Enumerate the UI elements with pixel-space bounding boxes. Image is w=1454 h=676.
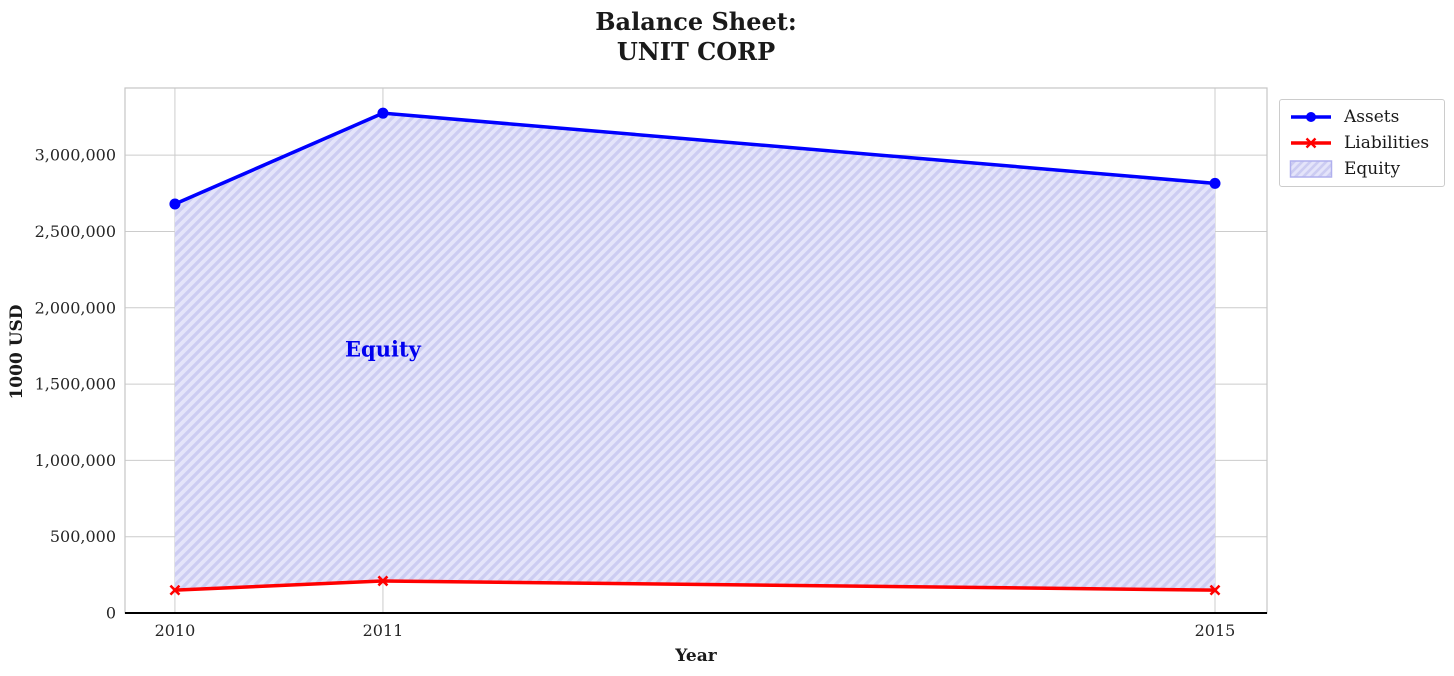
- legend-label-equity: Equity: [1344, 159, 1401, 179]
- chart-title-line-1: Balance Sheet:: [595, 7, 797, 36]
- legend-item-assets: Assets: [1289, 104, 1435, 130]
- x-tick-label: 2011: [363, 621, 404, 640]
- assets-marker: [1209, 177, 1221, 189]
- y-tick-label: 500,000: [50, 527, 116, 546]
- assets-marker: [377, 107, 389, 119]
- equity-hatch-swatch: [1289, 160, 1333, 178]
- assets-marker: [169, 198, 181, 210]
- equity-annotation: Equity: [345, 336, 421, 362]
- y-tick-label: 2,500,000: [35, 222, 116, 241]
- legend-item-equity: Equity: [1289, 156, 1435, 182]
- liabilities-marker: [169, 584, 181, 596]
- y-tick-label: 0: [106, 604, 116, 623]
- y-tick-label: 1,500,000: [35, 375, 116, 394]
- legend-label-liabilities: Liabilities: [1344, 133, 1430, 153]
- liabilities-marker: [377, 575, 389, 587]
- y-tick-label: 3,000,000: [35, 146, 116, 165]
- equity-area: [174, 113, 1215, 591]
- x-tick-label: 2015: [1195, 621, 1236, 640]
- assets-line-swatch: [1291, 112, 1331, 122]
- x-axis-label: Year: [675, 646, 717, 666]
- legend: Assets Liabilities Equity: [1279, 99, 1445, 187]
- legend-label-assets: Assets: [1344, 107, 1400, 127]
- liabilities-line-swatch: [1291, 137, 1331, 149]
- chart-title: Balance Sheet: UNIT CORP: [125, 7, 1267, 68]
- chart-title-line-2: UNIT CORP: [616, 37, 776, 67]
- x-tick-label: 2010: [155, 621, 196, 640]
- y-tick-label: 2,000,000: [35, 298, 116, 317]
- legend-item-liabilities: Liabilities: [1289, 130, 1435, 156]
- liabilities-marker: [1209, 584, 1221, 596]
- y-tick-label: 1,000,000: [35, 451, 116, 470]
